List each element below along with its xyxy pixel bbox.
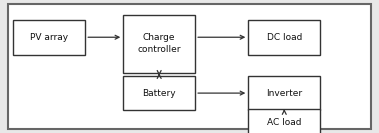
Text: AC load: AC load: [267, 118, 302, 127]
Text: PV array: PV array: [30, 33, 68, 42]
FancyBboxPatch shape: [248, 76, 320, 110]
Text: Battery: Battery: [143, 89, 176, 98]
Text: DC load: DC load: [266, 33, 302, 42]
FancyBboxPatch shape: [123, 76, 195, 110]
FancyBboxPatch shape: [123, 15, 195, 73]
FancyBboxPatch shape: [8, 4, 371, 129]
Text: Charge
controller: Charge controller: [138, 34, 181, 54]
Text: Inverter: Inverter: [266, 89, 302, 98]
FancyBboxPatch shape: [248, 20, 320, 55]
FancyBboxPatch shape: [248, 109, 320, 133]
FancyBboxPatch shape: [13, 20, 85, 55]
